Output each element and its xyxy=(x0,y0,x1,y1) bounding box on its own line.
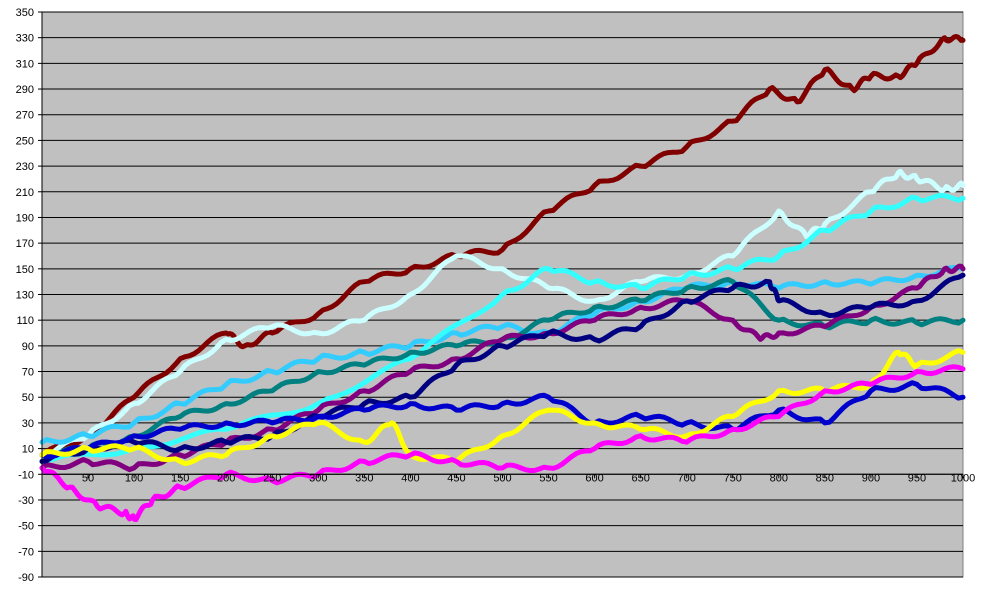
x-tick-label: 150 xyxy=(171,472,189,484)
y-tick-label: 10 xyxy=(22,444,34,456)
x-tick-label: 450 xyxy=(447,472,465,484)
y-tick-label: 310 xyxy=(16,58,34,70)
y-tick-label: -90 xyxy=(18,572,34,584)
series-line xyxy=(39,34,966,458)
x-tick-label: 950 xyxy=(908,472,926,484)
y-tick-label: 190 xyxy=(16,212,34,224)
y-tick-label: 230 xyxy=(16,161,34,173)
y-tick-label: 130 xyxy=(16,290,34,302)
x-tick-label: 600 xyxy=(585,472,603,484)
x-axis-ticks: 50 100 150 200 250 300 350 400 450 500 550 600 650 70… xyxy=(82,472,975,484)
x-tick-label: 300 xyxy=(309,472,327,484)
y-tick-label: -10 xyxy=(18,469,34,481)
x-tick-label: 200 xyxy=(217,472,235,484)
x-tick-label: 100 xyxy=(125,472,143,484)
y-axis-ticks: 350 330 310 290 270 250 230 210 190 170 150 130 110 9… xyxy=(16,7,42,584)
series-line xyxy=(39,380,966,459)
x-tick-label: 350 xyxy=(355,472,373,484)
y-tick-label: 110 xyxy=(16,315,34,327)
x-tick-label: 800 xyxy=(770,472,788,484)
series-line xyxy=(39,272,966,464)
y-tick-label: 50 xyxy=(22,392,34,404)
x-tick-label: 900 xyxy=(862,472,880,484)
y-tick-label: 350 xyxy=(16,7,34,19)
x-tick-label: 650 xyxy=(631,472,649,484)
y-tick-label: 30 xyxy=(22,418,34,430)
x-tick-label: 550 xyxy=(539,472,557,484)
y-tick-label: -70 xyxy=(18,546,34,558)
series-line xyxy=(39,364,966,523)
y-tick-label: -50 xyxy=(18,521,34,533)
x-tick-label: 700 xyxy=(678,472,696,484)
y-tick-label: 150 xyxy=(16,264,34,276)
x-tick-label: 500 xyxy=(493,472,511,484)
y-tick-label: 250 xyxy=(16,135,34,147)
y-tick-label: -30 xyxy=(18,495,34,507)
y-tick-label: 330 xyxy=(16,33,34,45)
series-line xyxy=(39,264,966,445)
x-tick-label: 750 xyxy=(724,472,742,484)
series-line xyxy=(39,168,966,459)
y-tick-label: 90 xyxy=(22,341,34,353)
x-tick-label: 250 xyxy=(263,472,281,484)
x-tick-label: 1000 xyxy=(951,472,975,484)
series-line xyxy=(39,348,966,466)
y-tick-label: 70 xyxy=(22,367,34,379)
x-tick-label: 400 xyxy=(401,472,419,484)
y-tick-label: 210 xyxy=(16,187,34,199)
series-line xyxy=(39,192,966,464)
x-tick-label: 50 xyxy=(82,472,94,484)
x-tick-label: 850 xyxy=(816,472,834,484)
y-tick-label: 170 xyxy=(16,238,34,250)
y-tick-label: 290 xyxy=(16,84,34,96)
y-tick-label: 270 xyxy=(16,110,34,122)
series-group xyxy=(39,34,966,523)
